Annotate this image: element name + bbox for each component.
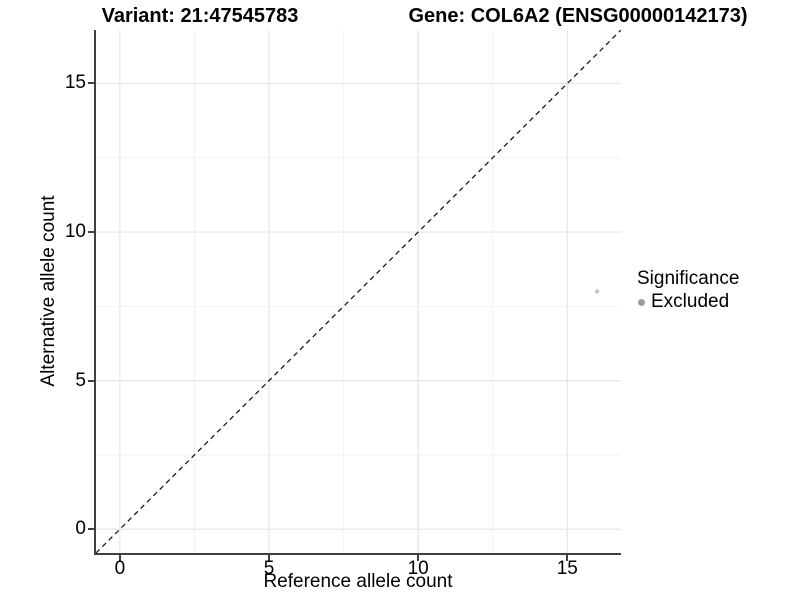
x-axis-title: Reference allele count — [263, 571, 453, 592]
y-tick-mark — [88, 379, 94, 382]
gene-title: Gene: COL6A2 (ENSG00000142173) — [408, 5, 748, 27]
y-tick-label: 5 — [75, 369, 86, 391]
x-tick-mark — [417, 555, 420, 561]
y-tick-mark — [88, 82, 94, 85]
x-tick-mark — [268, 555, 270, 561]
legend-point-icon — [638, 298, 645, 306]
data-point — [594, 289, 600, 294]
identity-line — [96, 30, 621, 553]
y-tick-label: 0 — [75, 518, 86, 540]
x-tick-label: 10 — [407, 558, 429, 579]
plot-panel-svg — [96, 30, 621, 553]
legend-item-excluded: Excluded — [637, 292, 739, 312]
legend-item-label: Excluded — [651, 291, 730, 312]
y-tick-label: 15 — [64, 72, 86, 94]
y-tick-label: 10 — [64, 221, 86, 243]
x-tick-label: 15 — [556, 558, 578, 579]
y-axis-line — [94, 30, 96, 555]
x-tick-label: 0 — [114, 558, 126, 579]
x-tick-label: 5 — [263, 558, 275, 579]
y-tick-mark — [88, 528, 94, 531]
x-axis-line — [94, 553, 621, 555]
y-tick-mark — [88, 231, 94, 234]
x-tick-mark — [566, 555, 569, 561]
variant-title: Variant: 21:47545783 — [101, 5, 299, 27]
plot-panel — [96, 30, 621, 553]
legend: Significance Excluded — [637, 268, 739, 312]
legend-title: Significance — [637, 268, 740, 289]
x-tick-mark — [118, 555, 121, 561]
y-axis-title: Alternative allele count — [38, 195, 59, 387]
